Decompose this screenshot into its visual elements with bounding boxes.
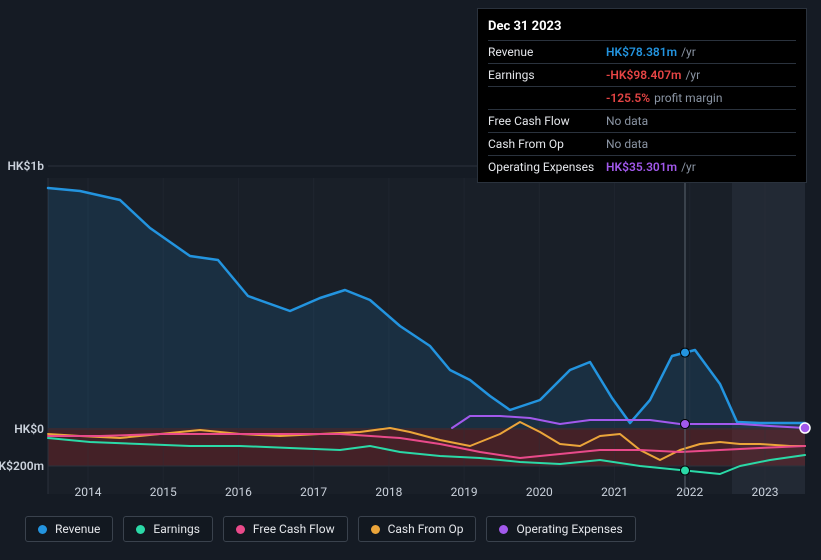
tooltip-label: Operating Expenses [488,160,606,174]
chart-legend: Revenue Earnings Free Cash Flow Cash From O… [25,516,636,542]
svg-text:2019: 2019 [451,485,478,499]
legend-swatch [371,525,380,534]
tooltip-row: Earnings-HK$98.407m/yr [488,64,796,87]
legend-item[interactable]: Operating Expenses [486,516,635,542]
legend-item[interactable]: Revenue [25,516,113,542]
tooltip-label: Free Cash Flow [488,114,606,128]
tooltip-row: RevenueHK$78.381m/yr [488,41,796,64]
legend-swatch [236,525,245,534]
legend-label: Free Cash Flow [253,522,335,536]
svg-text:2020: 2020 [526,485,553,499]
svg-text:HK$1b: HK$1b [7,159,44,173]
svg-text:HK$0: HK$0 [14,422,44,436]
tooltip-label: Cash From Op [488,137,606,151]
svg-text:2018: 2018 [375,485,402,499]
tooltip-date: Dec 31 2023 [488,15,796,41]
legend-label: Revenue [55,522,100,536]
svg-text:2016: 2016 [225,485,252,499]
legend-swatch [38,525,47,534]
svg-text:2023: 2023 [752,485,779,499]
tooltip-value: HK$35.301m/yr [606,160,796,174]
legend-label: Operating Expenses [516,522,622,536]
svg-text:2014: 2014 [75,485,102,499]
tooltip-label: Earnings [488,68,606,82]
legend-item[interactable]: Earnings [123,516,213,542]
tooltip-value: No data [606,114,796,128]
tooltip-row: Cash From OpNo data [488,133,796,156]
svg-text:2021: 2021 [601,485,628,499]
tooltip-row: Operating ExpensesHK$35.301m/yr [488,156,796,178]
legend-item[interactable]: Cash From Op [358,516,477,542]
svg-text:2015: 2015 [150,485,177,499]
tooltip-subrow: -125.5%profit margin [488,87,796,110]
legend-label: Cash From Op [388,522,464,536]
legend-item[interactable]: Free Cash Flow [223,516,348,542]
tooltip-value: -HK$98.407m/yr [606,68,796,82]
tooltip-value: HK$78.381m/yr [606,45,796,59]
legend-swatch [499,525,508,534]
tooltip-label: Revenue [488,45,606,59]
legend-swatch [136,525,145,534]
svg-text:2017: 2017 [300,485,327,499]
svg-text:2022: 2022 [676,485,703,499]
tooltip-rows: RevenueHK$78.381m/yrEarnings-HK$98.407m/… [488,41,796,178]
tooltip-value: No data [606,137,796,151]
legend-label: Earnings [153,522,200,536]
svg-text:-HK$200m: -HK$200m [0,459,44,473]
chart-tooltip: Dec 31 2023 RevenueHK$78.381m/yrEarnings… [477,8,807,183]
tooltip-row: Free Cash FlowNo data [488,110,796,133]
